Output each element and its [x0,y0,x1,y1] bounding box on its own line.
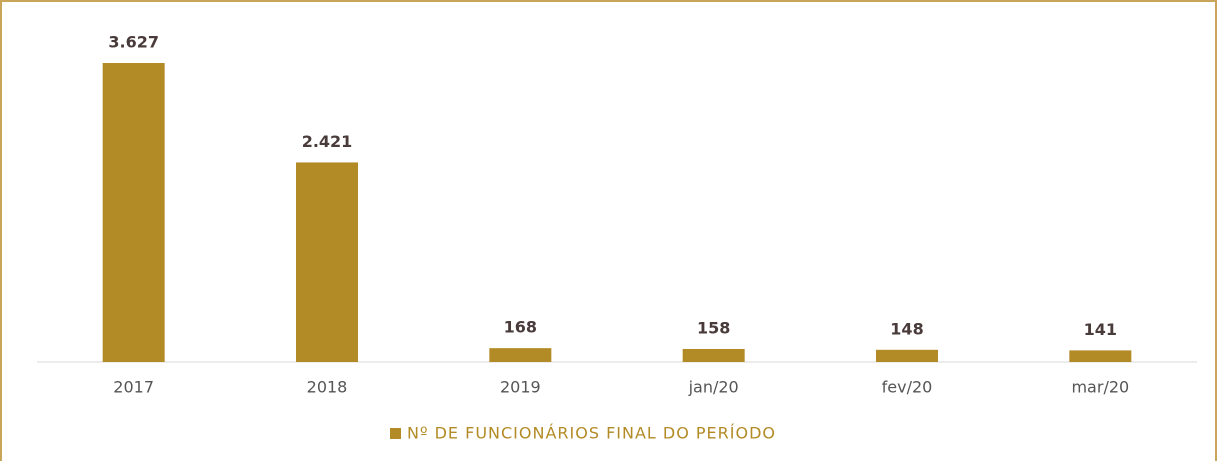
legend-swatch [390,428,401,439]
data-label: 148 [890,319,923,338]
data-label: 168 [504,318,537,337]
bar [296,162,358,362]
bar [1069,350,1132,362]
bar [489,348,552,362]
bar [102,63,165,362]
x-tick-label: mar/20 [1071,378,1129,397]
x-tick-label: 2018 [307,378,348,397]
data-label: 3.627 [108,33,159,52]
legend-label: Nº DE FUNCIONÁRIOS FINAL DO PERÍODO [407,424,776,443]
x-tick-label: 2019 [500,378,541,397]
data-label: 158 [697,318,730,337]
x-tick-label: 2017 [113,378,154,397]
bar [876,349,938,362]
data-label: 2.421 [302,132,353,151]
x-tick-label: fev/20 [882,378,933,397]
x-tick-label: jan/20 [688,378,739,397]
bar [682,348,745,362]
data-label: 141 [1084,320,1117,339]
